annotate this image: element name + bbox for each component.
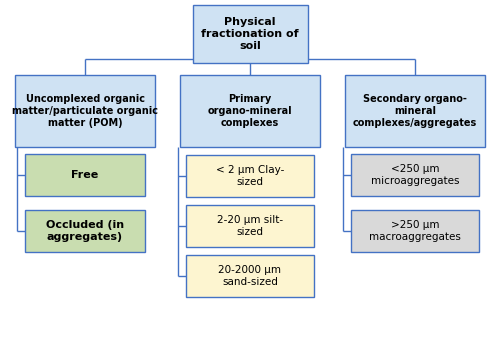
FancyBboxPatch shape xyxy=(351,154,479,196)
FancyBboxPatch shape xyxy=(25,210,145,252)
Text: 20-2000 μm
sand-sized: 20-2000 μm sand-sized xyxy=(218,265,282,287)
Text: < 2 μm Clay-
sized: < 2 μm Clay- sized xyxy=(216,165,284,187)
Text: Free: Free xyxy=(72,170,99,180)
FancyBboxPatch shape xyxy=(186,155,314,197)
Text: Primary
organo-mineral
complexes: Primary organo-mineral complexes xyxy=(208,94,292,128)
Text: Uncomplexed organic
matter/particulate organic
matter (POM): Uncomplexed organic matter/particulate o… xyxy=(12,94,158,128)
FancyBboxPatch shape xyxy=(351,210,479,252)
FancyBboxPatch shape xyxy=(192,5,308,63)
Text: Secondary organo-
mineral
complexes/aggregates: Secondary organo- mineral complexes/aggr… xyxy=(353,94,477,128)
FancyBboxPatch shape xyxy=(186,205,314,247)
FancyBboxPatch shape xyxy=(25,154,145,196)
FancyBboxPatch shape xyxy=(186,255,314,297)
Text: Physical
fractionation of
soil: Physical fractionation of soil xyxy=(201,17,299,51)
Text: <250 μm
microaggregates: <250 μm microaggregates xyxy=(371,164,459,186)
FancyBboxPatch shape xyxy=(15,75,155,147)
FancyBboxPatch shape xyxy=(180,75,320,147)
FancyBboxPatch shape xyxy=(345,75,485,147)
Text: Occluded (in
aggregates): Occluded (in aggregates) xyxy=(46,220,124,242)
Text: >250 μm
macroaggregates: >250 μm macroaggregates xyxy=(369,220,461,242)
Text: 2-20 μm silt-
sized: 2-20 μm silt- sized xyxy=(217,215,283,237)
